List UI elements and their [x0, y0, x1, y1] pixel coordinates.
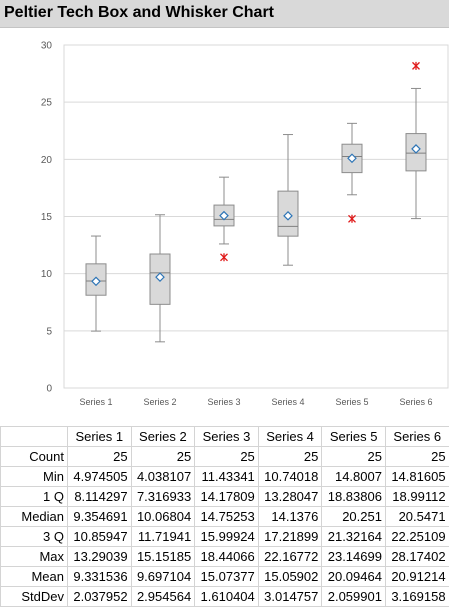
table-cell: 9.354691: [68, 507, 132, 527]
box-whisker-chart: 0 5 10 15 20 25 30 Series 1 Series 2 Series 3 Ser…: [0, 28, 449, 421]
y-tick-label: 10: [41, 269, 53, 280]
table-cell: 13.29039: [68, 547, 132, 567]
table-cell: 20.09464: [322, 567, 386, 587]
column-header: [1, 427, 68, 447]
row-label: Count: [1, 447, 68, 467]
table-cell: 10.06804: [131, 507, 195, 527]
row-label: Max: [1, 547, 68, 567]
table-cell: 20.5471: [385, 507, 449, 527]
table-cell: 1.610404: [195, 587, 259, 607]
x-category-label: Series 3: [207, 397, 240, 407]
table-cell: 9.697104: [131, 567, 195, 587]
column-header: Series 1: [68, 427, 132, 447]
row-label: StdDev: [1, 587, 68, 607]
table-cell: 25: [131, 447, 195, 467]
table-cell: 3.014757: [258, 587, 322, 607]
table-cell: 7.316933: [131, 487, 195, 507]
table-cell: 21.32164: [322, 527, 386, 547]
x-category-label: Series 2: [143, 397, 176, 407]
table-cell: 13.28047: [258, 487, 322, 507]
row-label: 3 Q: [1, 527, 68, 547]
table-cell: 22.25109: [385, 527, 449, 547]
table-cell: 28.17402: [385, 547, 449, 567]
y-tick-label: 15: [41, 212, 53, 223]
table-cell: 2.037952: [68, 587, 132, 607]
table-cell: 15.15185: [131, 547, 195, 567]
table-cell: 15.07377: [195, 567, 259, 587]
table-cell: 18.44066: [195, 547, 259, 567]
table-cell: 25: [322, 447, 386, 467]
row-label: Median: [1, 507, 68, 527]
x-category-label: Series 1: [79, 397, 112, 407]
column-header: Series 2: [131, 427, 195, 447]
column-header: Series 3: [195, 427, 259, 447]
table-cell: 11.43341: [195, 467, 259, 487]
table-cell: 4.974505: [68, 467, 132, 487]
table-cell: 23.14699: [322, 547, 386, 567]
table-cell: 14.1376: [258, 507, 322, 527]
table-cell: 2.059901: [322, 587, 386, 607]
x-category-label: Series 5: [335, 397, 368, 407]
column-header: Series 5: [322, 427, 386, 447]
table-cell: 25: [385, 447, 449, 467]
y-tick-label: 30: [41, 41, 53, 52]
table-cell: 9.331536: [68, 567, 132, 587]
y-tick-label: 5: [46, 326, 52, 337]
table-cell: 3.169158: [385, 587, 449, 607]
table-cell: 10.74018: [258, 467, 322, 487]
table-cell: 14.75253: [195, 507, 259, 527]
table-cell: 20.251: [322, 507, 386, 527]
table-cell: 18.83806: [322, 487, 386, 507]
x-category-label: Series 6: [399, 397, 432, 407]
y-tick-label: 25: [41, 98, 53, 109]
table-cell: 14.17809: [195, 487, 259, 507]
table-cell: 10.85947: [68, 527, 132, 547]
x-category-label: Series 4: [271, 397, 304, 407]
table-cell: 25: [195, 447, 259, 467]
table-cell: 22.16772: [258, 547, 322, 567]
title-bar: Peltier Tech Box and Whisker Chart: [0, 0, 449, 28]
table-cell: 4.038107: [131, 467, 195, 487]
y-tick-label: 20: [41, 155, 53, 166]
table-cell: 14.8007: [322, 467, 386, 487]
row-label: Mean: [1, 567, 68, 587]
table-cell: 14.81605: [385, 467, 449, 487]
table-cell: 20.91214: [385, 567, 449, 587]
row-label: Min: [1, 467, 68, 487]
column-header: Series 4: [258, 427, 322, 447]
row-label: 1 Q: [1, 487, 68, 507]
table-cell: 18.99112: [385, 487, 449, 507]
column-header: Series 6: [385, 427, 449, 447]
table-cell: 17.21899: [258, 527, 322, 547]
table-cell: 15.99924: [195, 527, 259, 547]
table-cell: 2.954564: [131, 587, 195, 607]
table-cell: 25: [68, 447, 132, 467]
table-cell: 11.71941: [131, 527, 195, 547]
table-cell: 25: [258, 447, 322, 467]
table-cell: 15.05902: [258, 567, 322, 587]
y-tick-label: 0: [46, 384, 52, 395]
chart-title: Peltier Tech Box and Whisker Chart: [4, 4, 274, 22]
table-cell: 8.114297: [68, 487, 132, 507]
